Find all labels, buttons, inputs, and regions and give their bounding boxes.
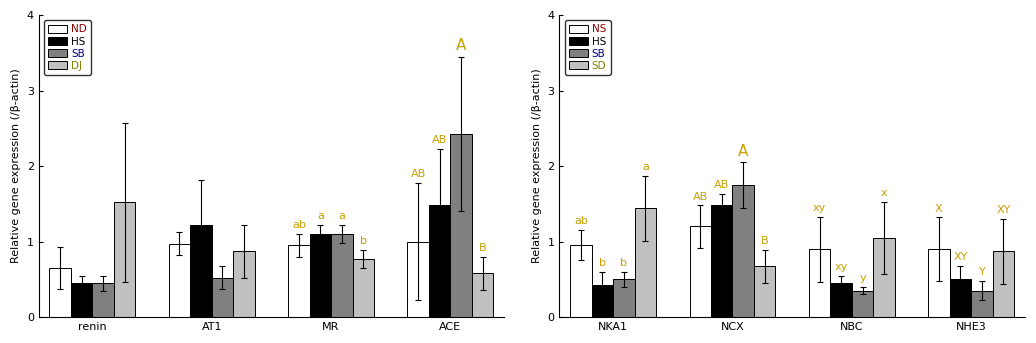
Bar xyxy=(950,279,971,317)
Text: y: y xyxy=(859,273,866,283)
Text: X: X xyxy=(936,204,943,214)
Legend: NS, HS, SB, SD: NS, HS, SB, SD xyxy=(565,20,610,75)
Text: B: B xyxy=(479,243,487,253)
Bar xyxy=(635,208,656,317)
Text: B: B xyxy=(760,236,769,246)
Bar xyxy=(92,283,114,317)
Bar xyxy=(613,279,635,317)
Bar xyxy=(971,291,992,317)
Bar xyxy=(928,249,950,317)
Bar xyxy=(873,238,895,317)
Bar xyxy=(50,268,70,317)
Bar xyxy=(711,205,732,317)
Text: xy: xy xyxy=(834,262,847,272)
Text: A: A xyxy=(456,38,466,53)
Text: xy: xy xyxy=(813,203,827,213)
Y-axis label: Relative gene expression (/β-actin): Relative gene expression (/β-actin) xyxy=(531,69,542,263)
Text: a: a xyxy=(642,162,649,172)
Bar xyxy=(992,251,1014,317)
Bar xyxy=(70,283,92,317)
Text: x: x xyxy=(881,188,888,198)
Bar xyxy=(852,291,873,317)
Bar xyxy=(352,259,374,317)
Text: AB: AB xyxy=(432,135,448,145)
Bar xyxy=(310,234,332,317)
Bar xyxy=(169,244,191,317)
Text: AB: AB xyxy=(693,191,708,202)
Text: XY: XY xyxy=(997,205,1010,215)
Bar xyxy=(114,202,136,317)
Text: a: a xyxy=(339,211,345,221)
Bar xyxy=(429,205,451,317)
Text: b: b xyxy=(359,236,367,246)
Text: b: b xyxy=(621,258,628,268)
Text: XY: XY xyxy=(953,252,968,262)
Text: ab: ab xyxy=(574,216,587,226)
Bar xyxy=(233,251,255,317)
Bar xyxy=(809,249,830,317)
Bar xyxy=(407,241,429,317)
Legend: ND, HS, SB, DJ: ND, HS, SB, DJ xyxy=(44,20,91,75)
Bar xyxy=(451,134,471,317)
Bar xyxy=(830,283,852,317)
Text: A: A xyxy=(738,143,748,158)
Bar xyxy=(191,225,211,317)
Y-axis label: Relative gene expression (/β-actin): Relative gene expression (/β-actin) xyxy=(11,69,21,263)
Text: ab: ab xyxy=(292,220,306,230)
Text: AB: AB xyxy=(714,180,729,190)
Bar xyxy=(471,273,493,317)
Bar xyxy=(332,234,352,317)
Text: AB: AB xyxy=(410,169,426,179)
Bar xyxy=(592,285,613,317)
Bar xyxy=(288,245,310,317)
Bar xyxy=(754,267,776,317)
Bar xyxy=(732,185,754,317)
Bar xyxy=(211,278,233,317)
Text: b: b xyxy=(599,258,606,268)
Text: Y: Y xyxy=(979,267,985,277)
Bar xyxy=(690,226,711,317)
Text: a: a xyxy=(317,211,324,221)
Bar xyxy=(570,245,592,317)
